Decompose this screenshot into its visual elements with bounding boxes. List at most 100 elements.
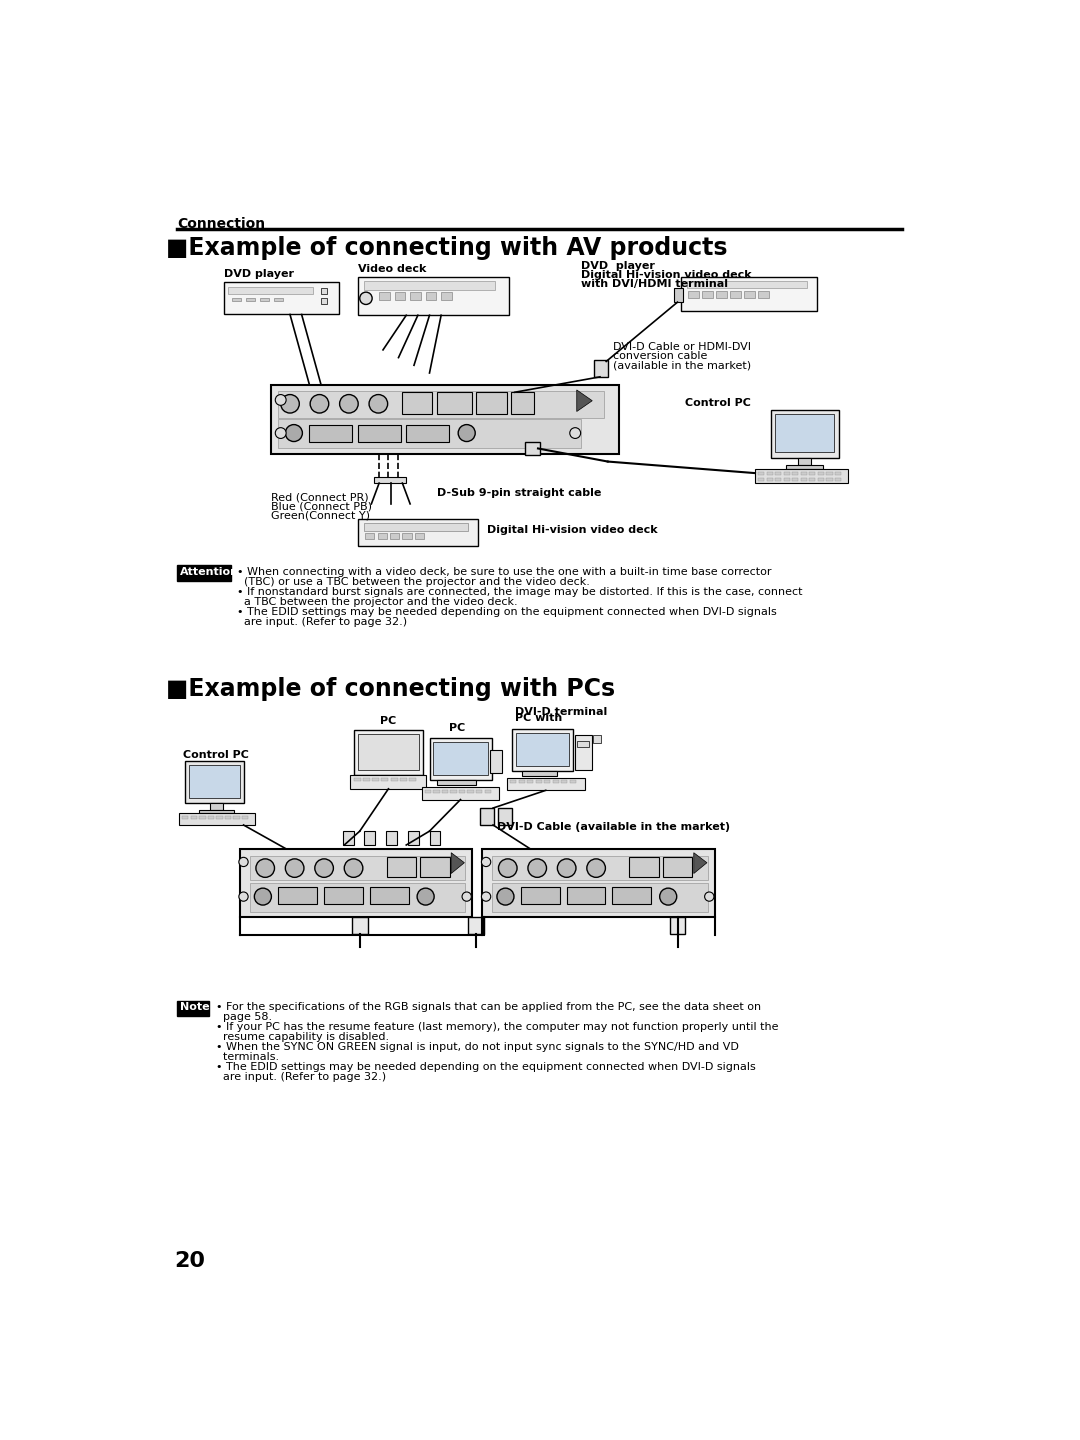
Bar <box>354 730 422 775</box>
Bar <box>744 291 755 298</box>
Bar <box>406 425 449 442</box>
Bar <box>755 469 848 482</box>
Text: PC: PC <box>448 723 464 733</box>
Bar <box>576 734 592 769</box>
Bar <box>279 887 318 904</box>
Bar <box>492 855 707 880</box>
Bar <box>321 298 327 304</box>
Bar <box>359 734 419 769</box>
Circle shape <box>557 858 576 877</box>
Bar <box>225 815 231 819</box>
Text: ■Example of connecting with PCs: ■Example of connecting with PCs <box>166 677 616 701</box>
Bar <box>674 288 683 302</box>
Bar <box>562 780 567 783</box>
Text: DVI-D Cable (available in the market): DVI-D Cable (available in the market) <box>497 822 730 832</box>
Bar <box>232 298 241 301</box>
Circle shape <box>660 888 677 906</box>
Text: are input. (Refer to page 32.): are input. (Refer to page 32.) <box>216 1073 386 1081</box>
Bar <box>809 471 815 475</box>
Bar <box>342 831 353 845</box>
Bar <box>485 789 490 792</box>
Text: • When the SYNC ON GREEN signal is input, do not input sync signals to the SYNC/: • When the SYNC ON GREEN signal is input… <box>216 1043 739 1053</box>
Text: Control PC: Control PC <box>183 750 248 759</box>
Circle shape <box>586 858 606 877</box>
Bar <box>570 780 576 783</box>
Circle shape <box>528 858 546 877</box>
Text: Attention: Attention <box>180 567 239 577</box>
Text: DVI-D terminal: DVI-D terminal <box>515 707 607 717</box>
Bar <box>228 287 313 294</box>
Bar <box>525 442 540 455</box>
Text: DVD player: DVD player <box>225 269 294 279</box>
Bar <box>200 815 205 819</box>
Bar <box>512 729 572 770</box>
Bar <box>437 392 472 413</box>
Text: • The EDID settings may be needed depending on the equipment connected when DVI-: • The EDID settings may be needed depend… <box>238 608 777 618</box>
Bar <box>379 292 390 300</box>
Bar <box>482 848 715 917</box>
Text: Control PC: Control PC <box>685 399 751 409</box>
Bar <box>353 778 361 780</box>
Bar <box>409 778 416 780</box>
Bar <box>826 471 833 475</box>
Text: (TBC) or use a TBC between the projector and the video deck.: (TBC) or use a TBC between the projector… <box>238 577 590 588</box>
Bar <box>510 780 516 783</box>
Text: Digital Hi-vision video deck: Digital Hi-vision video deck <box>487 526 658 536</box>
Circle shape <box>482 891 490 901</box>
Bar <box>630 857 659 877</box>
Bar <box>758 478 765 481</box>
Text: DVI-D Cable or HDMI-DVI: DVI-D Cable or HDMI-DVI <box>613 343 752 353</box>
Circle shape <box>360 292 373 304</box>
Bar <box>387 857 416 877</box>
Bar <box>233 815 240 819</box>
Circle shape <box>704 891 714 901</box>
Bar <box>459 789 465 792</box>
Bar <box>381 778 389 780</box>
Bar <box>818 471 824 475</box>
Bar <box>437 780 476 785</box>
Text: Connection: Connection <box>177 217 265 232</box>
Polygon shape <box>577 390 592 412</box>
Bar <box>365 533 375 539</box>
Bar <box>424 789 431 792</box>
Text: DVD  player: DVD player <box>581 261 654 271</box>
Text: Blue (Connect PB): Blue (Connect PB) <box>271 501 372 511</box>
Bar <box>249 855 465 880</box>
Circle shape <box>462 891 471 901</box>
Bar <box>321 288 327 294</box>
Bar <box>260 298 269 301</box>
Bar <box>279 419 581 448</box>
Bar <box>536 780 542 783</box>
Bar <box>518 780 525 783</box>
Bar <box>716 291 727 298</box>
Bar <box>364 523 469 531</box>
Bar <box>359 276 510 315</box>
Bar <box>442 789 448 792</box>
Circle shape <box>239 857 248 867</box>
Bar <box>767 471 773 475</box>
Bar <box>775 471 781 475</box>
Bar <box>521 887 559 904</box>
Bar <box>216 815 222 819</box>
Text: ■Example of connecting with AV products: ■Example of connecting with AV products <box>166 236 728 261</box>
Bar <box>553 780 559 783</box>
Bar <box>400 778 407 780</box>
Bar <box>426 292 436 300</box>
Circle shape <box>570 428 581 438</box>
Text: • If your PC has the resume feature (last memory), the computer may not function: • If your PC has the resume feature (las… <box>216 1022 778 1032</box>
Text: page 58.: page 58. <box>216 1012 272 1022</box>
Bar <box>378 533 387 539</box>
Circle shape <box>275 428 286 438</box>
Bar <box>403 392 432 413</box>
Bar <box>835 471 841 475</box>
Bar <box>612 887 651 904</box>
Bar <box>179 814 255 825</box>
Bar <box>363 778 369 780</box>
Bar <box>793 471 798 475</box>
Bar <box>826 478 833 481</box>
Circle shape <box>497 888 514 906</box>
Circle shape <box>458 425 475 442</box>
Bar <box>207 815 214 819</box>
Text: Red (Connect PR): Red (Connect PR) <box>271 492 368 503</box>
Bar <box>793 478 798 481</box>
